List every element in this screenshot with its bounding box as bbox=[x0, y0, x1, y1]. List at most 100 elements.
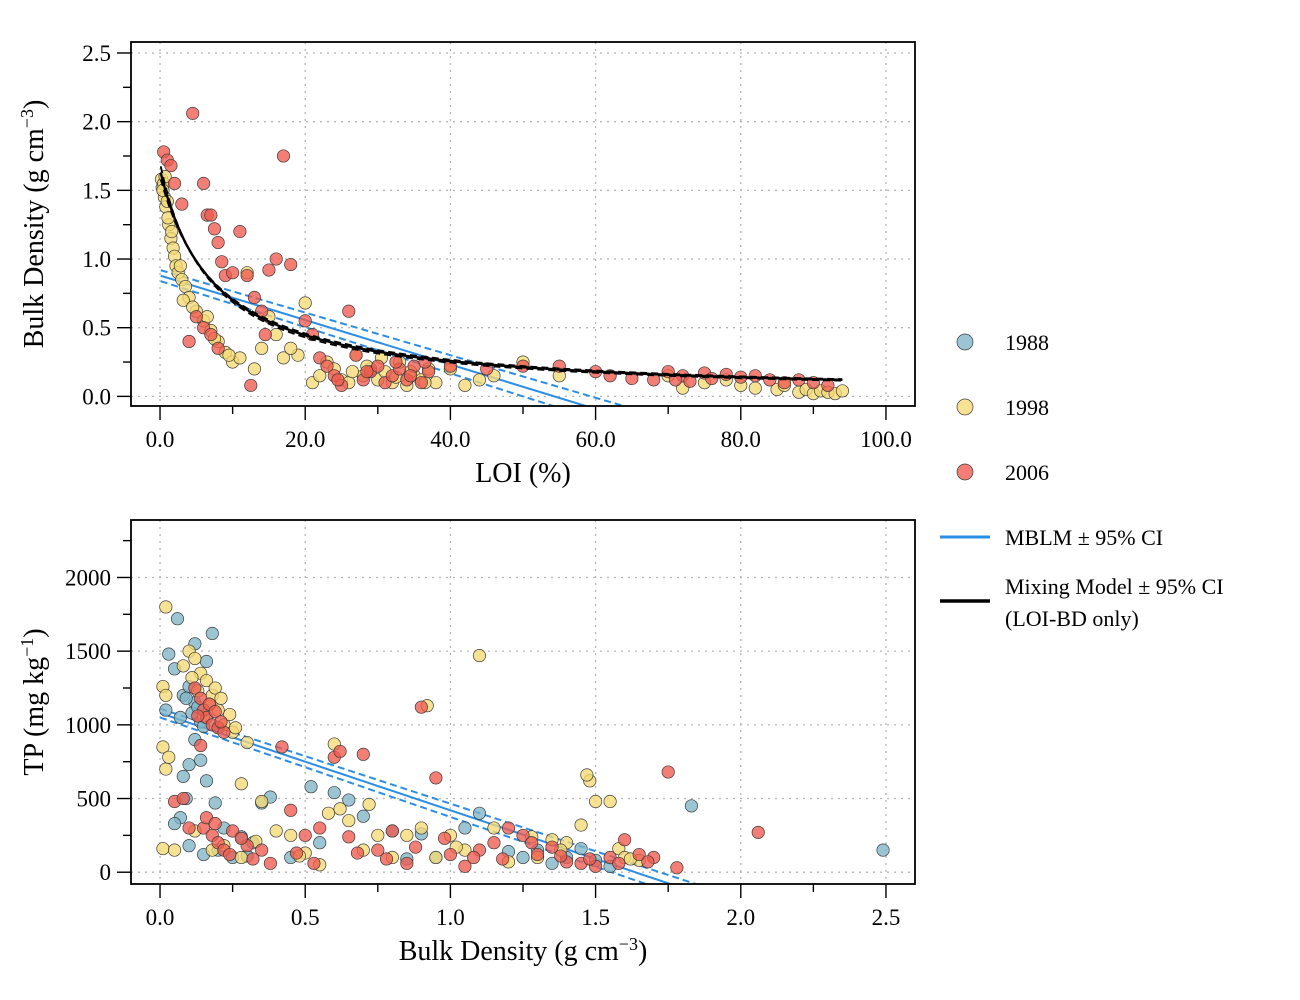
top-point-1998 bbox=[255, 341, 269, 355]
bottom-point-1998 bbox=[214, 691, 228, 705]
top-point-2006 bbox=[414, 376, 428, 390]
bottom-point-1988 bbox=[182, 758, 196, 772]
panel-loi-bd: 0.0 20.0 40.0 60.0 80.0 100.0 0.0 0.5 1.0 1.5 2.0 2… bbox=[17, 41, 916, 489]
bottom-y-tick-label: 500 bbox=[77, 787, 112, 812]
bottom-point-1998 bbox=[342, 814, 356, 828]
bottom-x-tick-label: 1.5 bbox=[581, 905, 610, 930]
bottom-x-axis-label: Bulk Density (g cm−3) bbox=[399, 934, 648, 967]
legend-swatch-1988 bbox=[956, 333, 974, 351]
bottom-point-1988 bbox=[159, 703, 173, 717]
bottom-point-2006 bbox=[641, 855, 655, 869]
bottom-point-2006 bbox=[342, 830, 356, 844]
top-point-1998 bbox=[472, 373, 486, 387]
bottom-point-2006 bbox=[458, 859, 472, 873]
bottom-point-2006 bbox=[208, 817, 222, 831]
legend-swatch-1998 bbox=[956, 398, 974, 416]
top-mixing-ci-line bbox=[159, 166, 843, 382]
top-point-2006 bbox=[189, 310, 203, 324]
bottom-point-1988 bbox=[327, 786, 341, 800]
bottom-point-1988 bbox=[574, 842, 588, 856]
bottom-y-axis-label: TP (mg kg−1) bbox=[17, 628, 50, 775]
bottom-point-1998 bbox=[400, 828, 414, 842]
bottom-point-1998 bbox=[255, 794, 269, 809]
bottom-x-tick-label: 2.5 bbox=[872, 905, 901, 930]
top-point-2006 bbox=[197, 176, 211, 191]
legend-label-mixing: Mixing Model ± 95% CI bbox=[1005, 574, 1224, 599]
top-point-2006 bbox=[705, 371, 719, 386]
bottom-point-2006 bbox=[176, 791, 190, 806]
bottom-point-1998 bbox=[362, 797, 376, 811]
top-point-2006 bbox=[342, 304, 356, 318]
bottom-point-1998 bbox=[414, 821, 428, 835]
top-point-2006 bbox=[262, 263, 276, 277]
top-point-2006 bbox=[748, 369, 762, 383]
legend: 1988 1998 2006 MBLM ± 95% CI Mixing Mode… bbox=[940, 330, 1224, 631]
top-x-tick-label: 20.0 bbox=[285, 427, 325, 452]
top-point-2006 bbox=[204, 208, 218, 222]
bottom-y-tick-label: 1500 bbox=[65, 639, 111, 664]
bottom-point-1988 bbox=[162, 647, 176, 661]
bottom-point-1988 bbox=[173, 710, 187, 725]
top-point-1998 bbox=[247, 362, 261, 376]
bottom-point-2006 bbox=[191, 709, 205, 723]
bottom-grid bbox=[131, 520, 915, 884]
top-point-1998 bbox=[284, 341, 298, 355]
top-axes: 0.0 20.0 40.0 60.0 80.0 100.0 0.0 0.5 1.0 1.5 2.0 2… bbox=[82, 41, 912, 452]
top-point-2006 bbox=[284, 257, 298, 272]
bottom-point-1998 bbox=[176, 659, 190, 673]
bottom-point-1998 bbox=[574, 818, 588, 832]
bottom-point-2006 bbox=[661, 765, 675, 779]
legend-label-1988: 1988 bbox=[1005, 330, 1049, 355]
top-y-tick-label: 2.0 bbox=[82, 110, 111, 135]
bottom-point-2006 bbox=[400, 856, 414, 870]
bottom-x-tick-label: 1.0 bbox=[436, 905, 465, 930]
top-point-2006 bbox=[247, 290, 261, 305]
bottom-point-1988 bbox=[472, 806, 486, 820]
top-point-2006 bbox=[240, 268, 254, 283]
top-point-2006 bbox=[349, 348, 363, 362]
top-x-tick-label: 60.0 bbox=[575, 427, 615, 452]
bottom-point-2006 bbox=[307, 856, 321, 870]
bottom-x-tick-label: 0.5 bbox=[291, 905, 320, 930]
top-point-2006 bbox=[182, 334, 196, 348]
bottom-point-1998 bbox=[240, 735, 254, 750]
top-fit-lines bbox=[160, 269, 628, 406]
bottom-point-2006 bbox=[516, 828, 530, 842]
bottom-point-2006 bbox=[379, 852, 394, 866]
top-point-1998 bbox=[748, 381, 762, 395]
bottom-point-2006 bbox=[226, 824, 240, 838]
top-point-1998 bbox=[176, 293, 190, 307]
bottom-y-tick-label: 2000 bbox=[65, 565, 111, 590]
bottom-mblm-ci-line bbox=[159, 716, 650, 884]
bottom-point-2006 bbox=[487, 836, 501, 850]
top-point-2006 bbox=[168, 176, 182, 191]
bottom-point-1998 bbox=[371, 828, 385, 842]
top-point-2006 bbox=[320, 359, 334, 373]
top-x-tick-label: 40.0 bbox=[430, 427, 470, 452]
bottom-point-2006 bbox=[554, 849, 568, 863]
bottom-y-tick-label: 1000 bbox=[65, 713, 111, 738]
legend-label-mixing-note: (LOI-BD only) bbox=[1005, 606, 1139, 631]
top-y-tick-label: 0.5 bbox=[82, 316, 111, 341]
legend-swatch-2006 bbox=[956, 463, 974, 481]
top-point-2006 bbox=[389, 355, 403, 369]
bottom-point-1988 bbox=[545, 856, 559, 870]
top-mblm-ci-line bbox=[160, 280, 557, 406]
top-mixing-model bbox=[159, 166, 843, 382]
bottom-y-tick-label: 0 bbox=[100, 860, 112, 885]
bottom-point-2006 bbox=[429, 771, 443, 785]
bottom-point-1998 bbox=[589, 794, 603, 809]
bottom-point-2006 bbox=[467, 850, 481, 865]
bottom-point-2006 bbox=[632, 847, 646, 862]
bottom-point-1988 bbox=[179, 691, 193, 705]
bottom-point-2006 bbox=[350, 846, 365, 860]
bottom-point-2006 bbox=[751, 825, 765, 839]
top-point-2006 bbox=[204, 328, 218, 342]
top-point-1998 bbox=[178, 279, 192, 294]
top-point-1998 bbox=[298, 296, 312, 310]
bottom-point-1998 bbox=[234, 850, 248, 865]
top-x-tick-label: 100.0 bbox=[860, 427, 912, 452]
bottom-point-2006 bbox=[496, 852, 510, 866]
bottom-point-2006 bbox=[284, 803, 298, 817]
top-point-1998 bbox=[165, 225, 179, 239]
